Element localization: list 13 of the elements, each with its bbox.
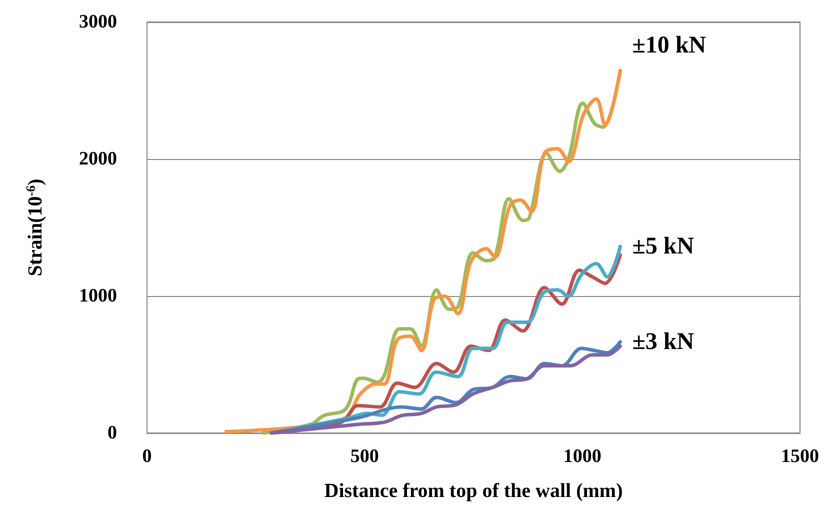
annotation: ±10 kN (632, 32, 707, 59)
x-tick-label: 1500 (781, 446, 819, 467)
x-tick-label: 500 (350, 446, 379, 467)
y-tick-label: 3000 (79, 12, 117, 32)
x-tick-label: 1000 (563, 446, 602, 467)
y-tick-label: 0 (108, 422, 117, 444)
y-tick-label: 2000 (79, 148, 117, 170)
annotation: ±3 kN (632, 328, 695, 355)
y-tick-label: 1000 (79, 286, 117, 306)
x-tick-label: 0 (142, 446, 152, 467)
y-axis-title: Strain(10-6) (23, 178, 46, 276)
annotation: ±5 kN (632, 233, 695, 260)
x-axis-title: Distance from top of the wall (mm) (324, 480, 623, 502)
